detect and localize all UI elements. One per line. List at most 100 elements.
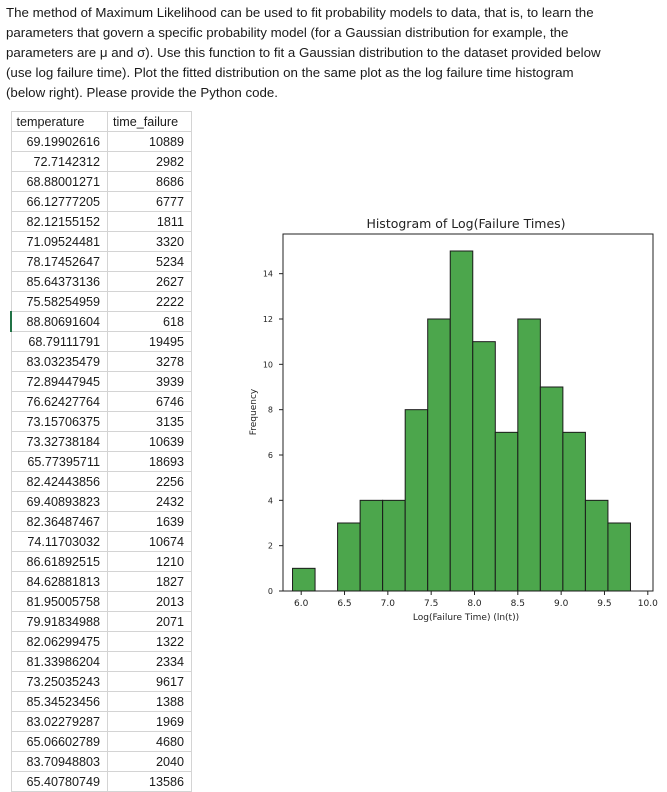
bars-group — [292, 250, 631, 592]
cell-time-failure[interactable]: 2040 — [107, 751, 192, 772]
cell-time-failure[interactable]: 3320 — [107, 231, 192, 252]
table-row: 73.15706375 3135 — [10, 411, 192, 432]
cell-temperature[interactable]: 81.95005758 — [10, 591, 108, 612]
table-row: 65.06602789 4680 — [10, 731, 192, 752]
cell-time-failure[interactable]: 2071 — [107, 611, 192, 632]
cell-time-failure[interactable]: 5234 — [107, 251, 192, 272]
histogram-bar — [337, 522, 361, 592]
table-row: 65.40780749 13586 — [10, 771, 192, 792]
histogram-bar — [449, 250, 474, 592]
table-row: 78.17452647 5234 — [10, 251, 192, 272]
question-line: (use log failure time). Plot the fitted … — [6, 65, 574, 80]
table-row: 88.80691604 618 — [10, 311, 192, 332]
table-row: 75.58254959 2222 — [10, 291, 192, 312]
table-row: 74.11703032 10674 — [10, 531, 192, 552]
cell-temperature[interactable]: 68.79111791 — [10, 331, 108, 352]
histogram-bar — [562, 431, 586, 592]
cell-temperature[interactable]: 68.88001271 — [10, 171, 108, 192]
cell-time-failure[interactable]: 1969 — [107, 711, 192, 732]
cell-time-failure[interactable]: 618 — [107, 311, 192, 332]
cell-temperature[interactable]: 71.09524481 — [10, 231, 108, 252]
cell-time-failure[interactable]: 2432 — [107, 491, 192, 512]
table-row: 68.79111791 19495 — [10, 331, 192, 352]
cell-temperature[interactable]: 75.58254959 — [10, 291, 108, 312]
cell-temperature[interactable]: 83.02279287 — [10, 711, 108, 732]
cell-temperature[interactable]: 76.62427764 — [10, 391, 108, 412]
cell-temperature[interactable]: 83.03235479 — [10, 351, 108, 372]
cell-time-failure[interactable]: 9617 — [107, 671, 192, 692]
cell-temperature[interactable]: 69.40893823 — [10, 491, 108, 512]
question-line: parameters are μ and σ). Use this functi… — [6, 45, 601, 60]
cell-temperature[interactable]: 82.36487467 — [10, 511, 108, 532]
histogram-bar — [359, 499, 384, 592]
x-tick-label: 7.0 — [381, 599, 396, 609]
cell-time-failure[interactable]: 6777 — [107, 191, 192, 212]
cell-temperature[interactable]: 72.7142312 — [10, 151, 108, 172]
cell-temperature[interactable]: 82.12155152 — [10, 211, 108, 232]
cell-temperature[interactable]: 83.70948803 — [10, 751, 108, 772]
histogram-bar — [494, 431, 519, 592]
cell-temperature[interactable]: 79.91834988 — [10, 611, 108, 632]
cell-temperature[interactable]: 72.89447945 — [10, 371, 108, 392]
table-body: 69.19902616 10889 72.7142312 2982 68.8800127… — [10, 131, 192, 792]
table-row: 68.88001271 8686 — [10, 171, 192, 192]
x-tick-label: 7.5 — [424, 599, 438, 609]
cell-time-failure[interactable]: 2627 — [107, 271, 192, 292]
cell-time-failure[interactable]: 2334 — [107, 651, 192, 672]
cell-time-failure[interactable]: 1827 — [107, 571, 192, 592]
cell-temperature[interactable]: 82.06299475 — [10, 631, 108, 652]
cell-temperature[interactable]: 73.25035243 — [10, 671, 108, 692]
cell-time-failure[interactable]: 2982 — [107, 151, 192, 172]
cell-time-failure[interactable]: 13586 — [107, 771, 192, 792]
question-line: parameters that govern a specific probab… — [6, 25, 569, 40]
cell-time-failure[interactable]: 4680 — [107, 731, 192, 752]
column-header-time-failure[interactable]: time_failure — [107, 111, 192, 132]
cell-temperature[interactable]: 74.11703032 — [10, 531, 108, 552]
cell-time-failure[interactable]: 1322 — [107, 631, 192, 652]
table-row: 81.33986204 2334 — [10, 651, 192, 672]
question-line: (below right). Please provide the Python… — [6, 85, 279, 100]
cell-temperature[interactable]: 65.40780749 — [10, 771, 108, 792]
cell-temperature[interactable]: 82.42443856 — [10, 471, 108, 492]
y-axis: 0 2 4 6 8 10 12 14 — [263, 270, 283, 596]
cell-time-failure[interactable]: 8686 — [107, 171, 192, 192]
cell-temperature[interactable]: 73.32738184 — [10, 431, 108, 452]
cell-temperature[interactable]: 88.80691604 — [10, 311, 108, 332]
cell-temperature[interactable]: 81.33986204 — [10, 651, 108, 672]
cell-time-failure[interactable]: 1210 — [107, 551, 192, 572]
cell-time-failure[interactable]: 6746 — [107, 391, 192, 412]
cell-temperature[interactable]: 65.77395711 — [10, 451, 108, 472]
x-tick-label: 6.0 — [294, 599, 309, 609]
column-header-temperature[interactable]: temperature — [10, 111, 108, 132]
histogram-bar — [539, 386, 564, 592]
cell-time-failure[interactable]: 18693 — [107, 451, 192, 472]
cell-time-failure[interactable]: 2222 — [107, 291, 192, 312]
cell-temperature[interactable]: 85.64373136 — [10, 271, 108, 292]
cell-time-failure[interactable]: 19495 — [107, 331, 192, 352]
cell-time-failure[interactable]: 3135 — [107, 411, 192, 432]
cell-time-failure[interactable]: 10889 — [107, 131, 192, 152]
cell-temperature[interactable]: 73.15706375 — [10, 411, 108, 432]
table-row: 83.02279287 1969 — [10, 711, 192, 732]
histogram-bar — [607, 522, 631, 592]
table-row: 65.77395711 18693 — [10, 451, 192, 472]
cell-time-failure[interactable]: 3939 — [107, 371, 192, 392]
cell-time-failure[interactable]: 10674 — [107, 531, 192, 552]
cell-temperature[interactable]: 85.34523456 — [10, 691, 108, 712]
cell-temperature[interactable]: 66.12777205 — [10, 191, 108, 212]
cell-time-failure[interactable]: 1388 — [107, 691, 192, 712]
cell-time-failure[interactable]: 10639 — [107, 431, 192, 452]
cell-time-failure[interactable]: 1639 — [107, 511, 192, 532]
histogram-bar — [382, 499, 406, 592]
cell-temperature[interactable]: 84.62881813 — [10, 571, 108, 592]
cell-time-failure[interactable]: 3278 — [107, 351, 192, 372]
cell-temperature[interactable]: 86.61892515 — [10, 551, 108, 572]
table-row: 86.61892515 1210 — [10, 551, 192, 572]
cell-time-failure[interactable]: 2256 — [107, 471, 192, 492]
cell-time-failure[interactable]: 1811 — [107, 211, 192, 232]
cell-temperature[interactable]: 78.17452647 — [10, 251, 108, 272]
table-row: 72.89447945 3939 — [10, 371, 192, 392]
cell-temperature[interactable]: 69.19902616 — [10, 131, 108, 152]
cell-temperature[interactable]: 65.06602789 — [10, 731, 108, 752]
cell-time-failure[interactable]: 2013 — [107, 591, 192, 612]
